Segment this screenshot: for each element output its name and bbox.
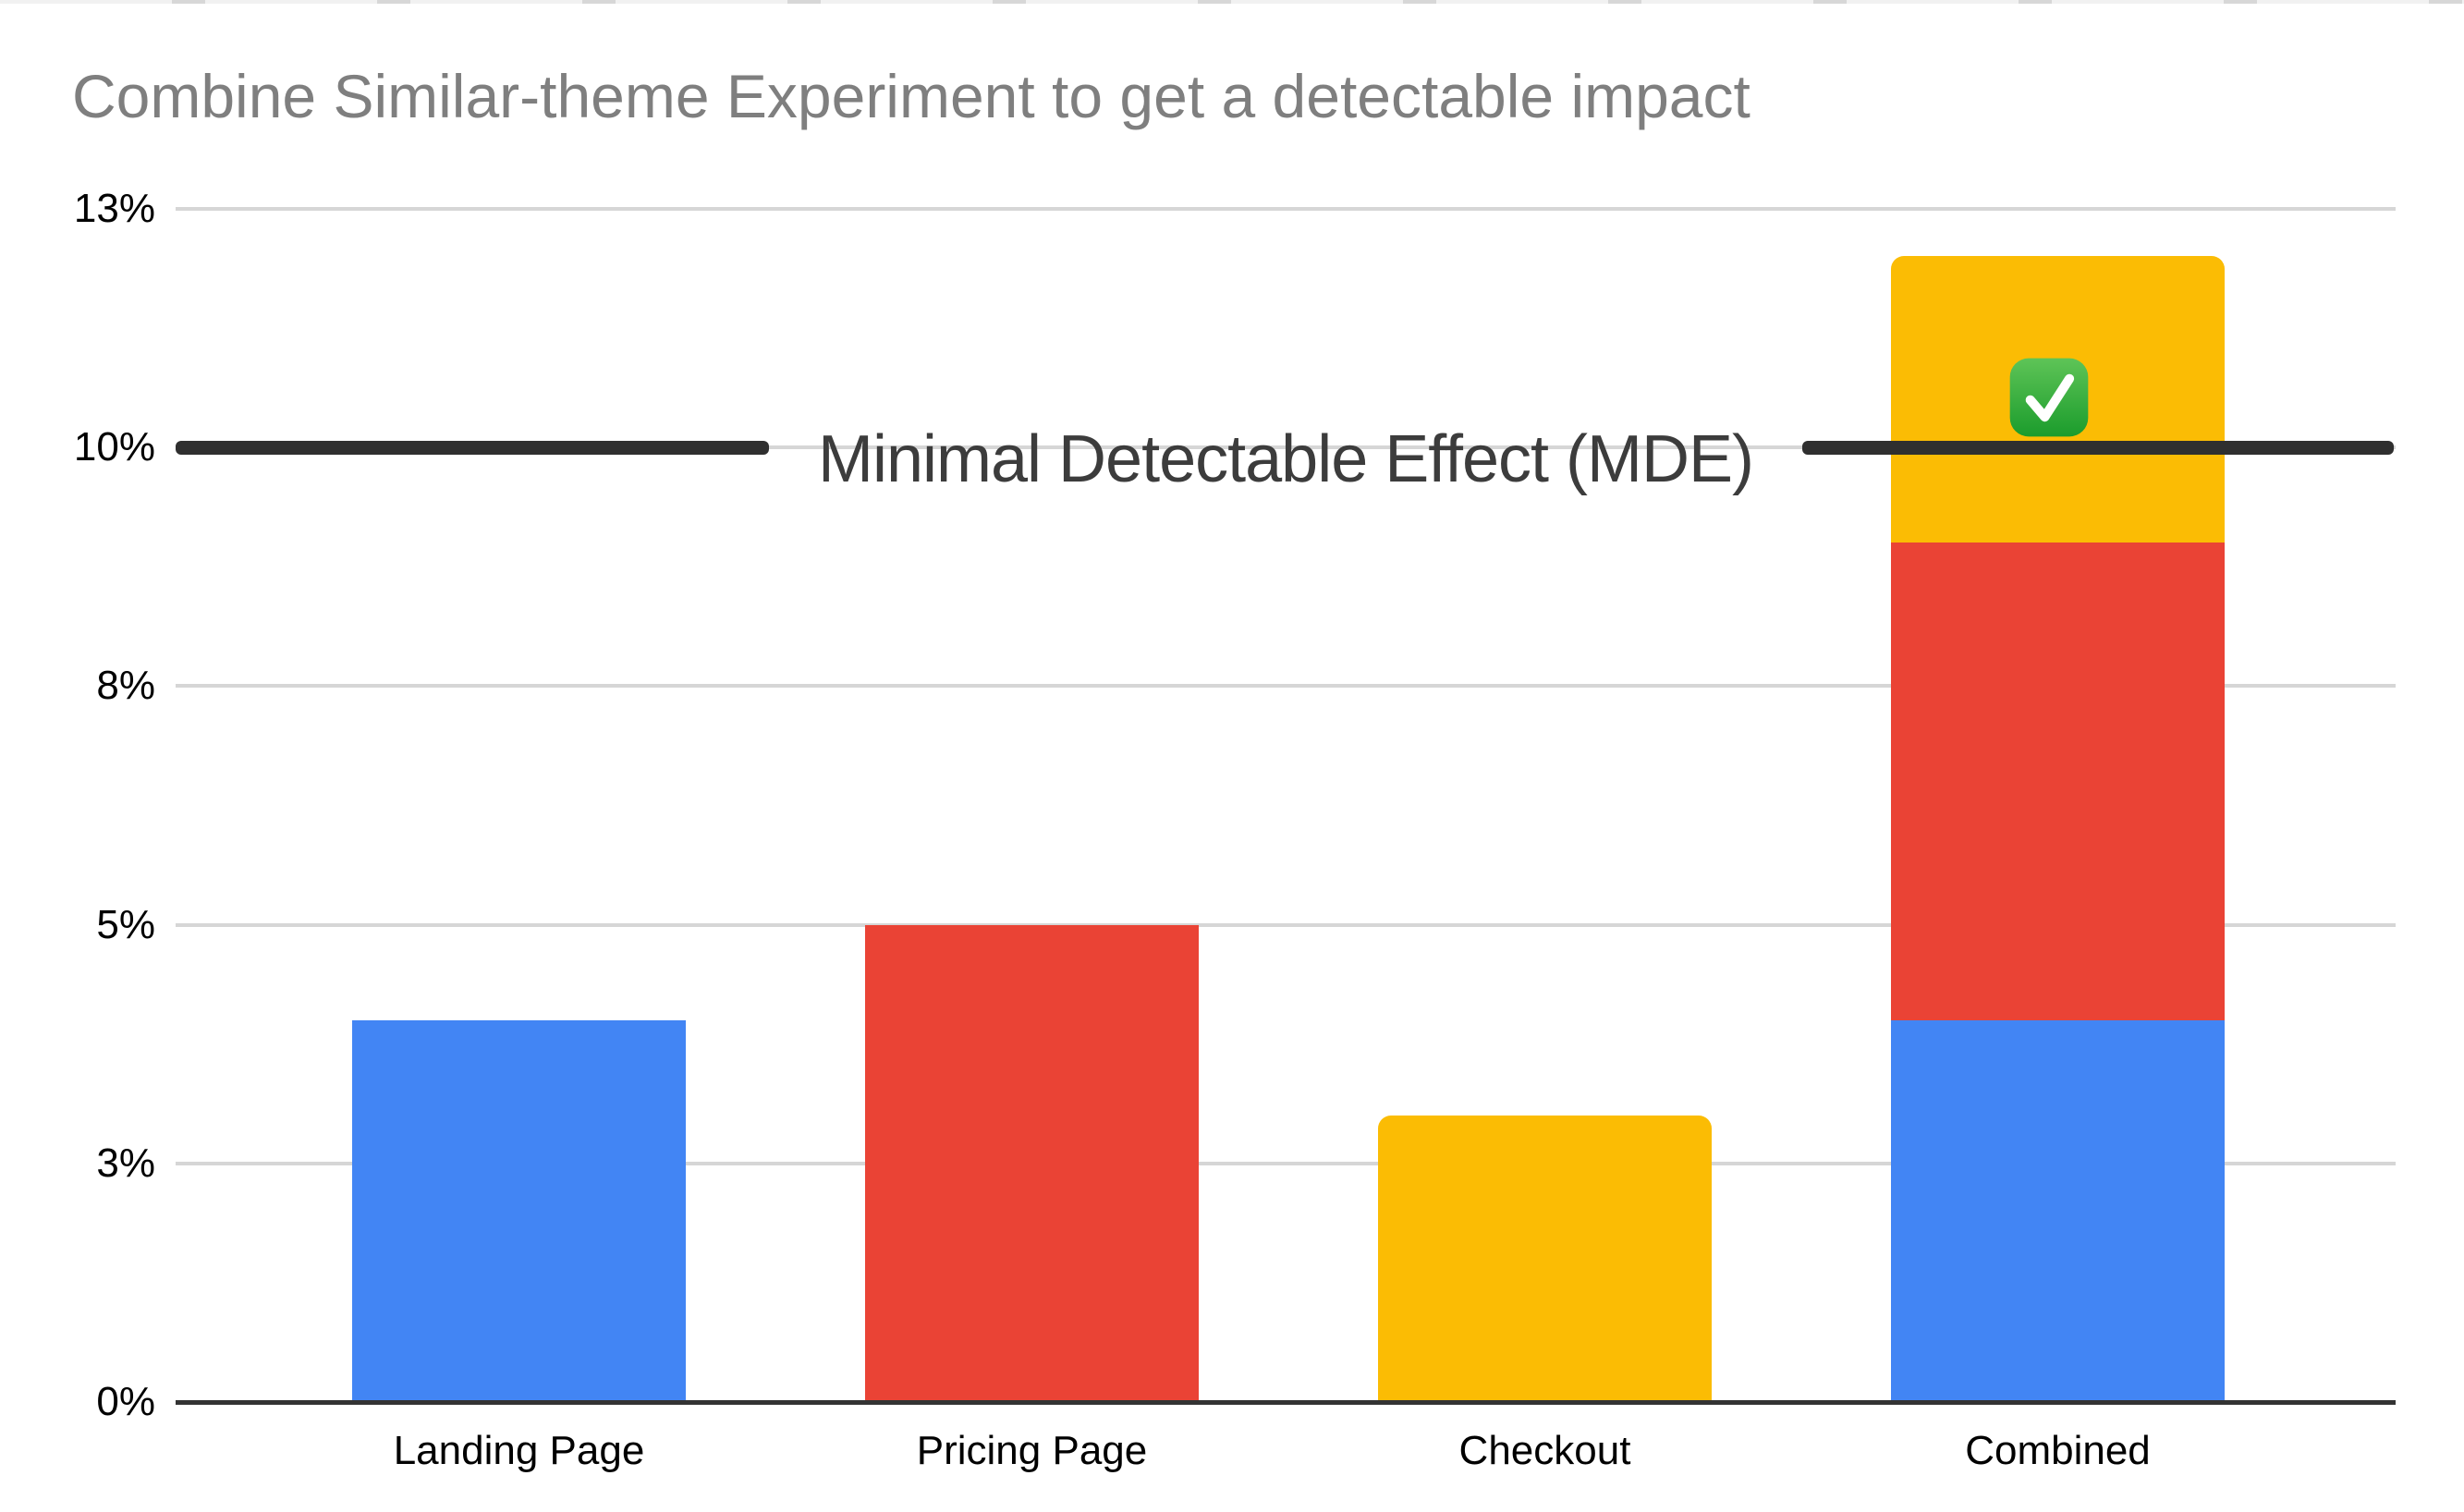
gridline-3%	[176, 1161, 2396, 1165]
x-axis-category-label: Combined	[1965, 1428, 2151, 1473]
x-axis-line	[176, 1400, 2396, 1405]
gridline-10%	[176, 445, 2396, 449]
y-axis-tick-label: 10%	[73, 424, 155, 469]
chart-title: Combine Similar-theme Experiment to get …	[72, 62, 1750, 130]
gridline-13%	[176, 206, 2396, 211]
y-axis-tick-label: 3%	[96, 1140, 155, 1186]
y-axis-tick-label: 8%	[96, 663, 155, 709]
y-axis-tick-label: 0%	[96, 1379, 155, 1424]
bar-segment-pricing-page	[1891, 543, 2225, 1020]
bar-segment-landing-page	[352, 1019, 686, 1402]
y-axis-tick-label: 5%	[96, 901, 155, 947]
mde-line-left-segment	[176, 441, 769, 455]
y-axis-tick-label: 13%	[73, 185, 155, 231]
bar-segment-landing-page	[1891, 1019, 2225, 1402]
gridline-5%	[176, 922, 2396, 927]
bar-segment-pricing-page	[865, 924, 1199, 1402]
check-mark-emoji	[2009, 358, 2089, 437]
mde-line-right-segment	[1802, 441, 2394, 455]
mde-label: Minimal Detectable Effect (MDE)	[818, 422, 1754, 496]
x-axis-category-label: Checkout	[1458, 1428, 1631, 1473]
x-axis-category-label: Pricing Page	[916, 1428, 1148, 1473]
x-axis-category-label: Landing Page	[393, 1428, 645, 1473]
gridline-8%	[176, 684, 2396, 689]
bar-segment-checkout	[1378, 1116, 1712, 1402]
spreadsheet-cell-border-strip	[0, 0, 2464, 4]
